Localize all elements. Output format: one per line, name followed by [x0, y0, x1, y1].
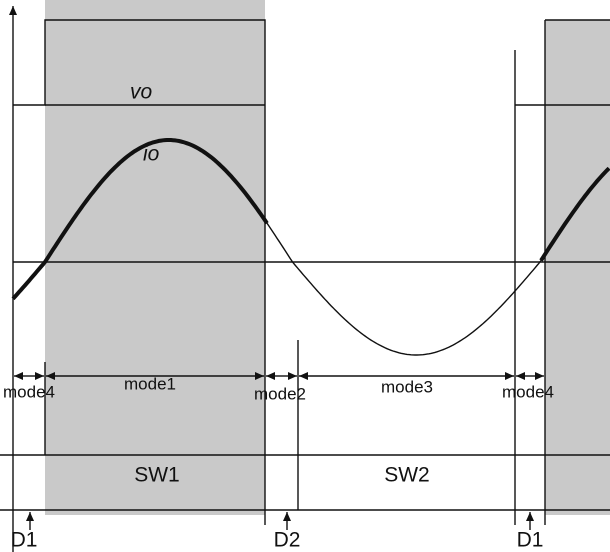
mode-label: mode3: [381, 377, 433, 396]
shaded-region: [45, 0, 265, 515]
switch-label: SW1: [134, 464, 180, 487]
io-label: io: [143, 143, 160, 166]
vo-label: vo: [130, 81, 153, 104]
mode-label: mode4: [502, 382, 554, 401]
mode-label: mode2: [254, 384, 306, 403]
mode-label: mode1: [124, 374, 176, 393]
diode-label: D1: [517, 529, 544, 552]
diode-label: D1: [11, 529, 38, 552]
mode-label: mode4: [3, 382, 55, 401]
shaded-region: [545, 20, 610, 515]
diode-label: D2: [274, 529, 301, 552]
switch-label: SW2: [384, 464, 430, 487]
waveform-diagram: vo io mode4 mode1 mode2 mode3 mode4 SW1 …: [0, 0, 610, 552]
